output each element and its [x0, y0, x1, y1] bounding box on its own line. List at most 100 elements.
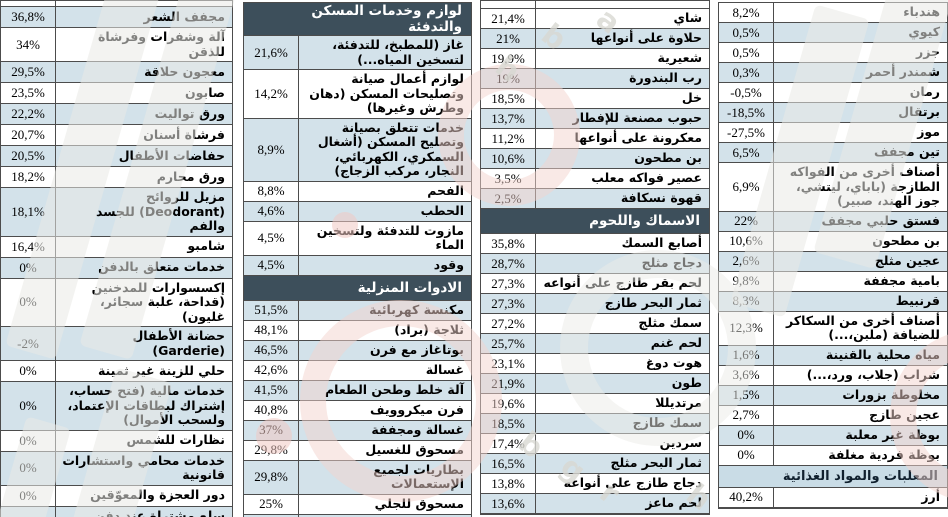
pct-cell: -0,5% — [719, 83, 774, 102]
table-row: 0% خدمات محامي واستشارات قانونية — [1, 451, 232, 486]
label-cell: حفاضات الأطفال — [118, 147, 225, 163]
label-cell: خل — [681, 90, 702, 106]
label-cell: حلي للزينة غير ثمينة — [97, 362, 225, 378]
label-cell: لحم غنم — [650, 335, 702, 351]
table-row: 20,7% فرشاة أسنان — [1, 125, 232, 146]
label-cell: بوظة غير معلبة — [845, 426, 940, 442]
table-row: 0% بوظة فردية مغلفة — [719, 445, 947, 466]
pct-cell: 6,5% — [719, 143, 774, 162]
pct-cell: 0% — [1, 430, 56, 451]
pct-cell: 18,5% — [481, 89, 536, 108]
table-row: 1,6% مياه محلية بالقنينة — [719, 345, 947, 366]
pct-cell: 13,8% — [481, 474, 536, 493]
label-cell: دجاج مثلج — [641, 255, 702, 271]
table-row: 8,3% قرنبيط — [719, 291, 947, 312]
label-cell: ثلاجة (براد) — [394, 321, 464, 337]
table-row: 0% خدمات متعلق بالدفن — [1, 257, 232, 279]
pct-cell: 42,6% — [244, 360, 299, 380]
table-row: 21,6% غاز (للمطبخ، للتدفئة، لتسخين المياه… — [244, 36, 471, 70]
label-cell: فرن ميكروويف — [370, 401, 464, 417]
table-row: 22% فستق حلبي مجفف — [719, 211, 947, 232]
label-cell: شاي — [673, 10, 702, 26]
pct-cell — [1, 1, 56, 6]
label-cell: قهوة نسكافة — [620, 190, 702, 206]
pct-cell: 41,5% — [244, 380, 299, 400]
table-row: 46,5% بوتاغاز مع فرن — [244, 340, 471, 361]
pct-cell: 0% — [1, 257, 56, 278]
table-row: 12,3% أصناف أخرى من السكاكر للضيافة (ملبن… — [719, 311, 947, 346]
table-row: 18,2% ورق محارم — [1, 167, 232, 188]
table-row: -27,5% موز — [719, 123, 947, 143]
table-row: 0% سلع مشتراة عند دفن الموتى — [1, 506, 232, 517]
label-cell: أصناف أخرى من الفواكه الطازجة (باباي، لي… — [789, 164, 940, 208]
table-row: 37% غسالة ومجففة — [244, 420, 471, 441]
pct-cell: 20,5% — [1, 146, 56, 166]
table-row: 10,6% بن مطحون — [481, 149, 709, 169]
table-row: -18,5% برتقال — [719, 103, 947, 123]
label-cell: غاز (للمطبخ، للتدفئة، لتسخين المياه...) — [332, 37, 464, 67]
table-row: 40,8% فرن ميكروويف — [244, 400, 471, 421]
pct-cell: 29,8% — [244, 440, 299, 460]
pct-cell: -2% — [1, 327, 56, 360]
pct-cell: 0% — [1, 382, 56, 430]
table-row: 0% إكسسوارات للمدخنين (قداحة، علبة سجائر،… — [1, 278, 232, 327]
table-row: 8,2% هندباء — [719, 3, 947, 23]
table-row: 0,5% جزر — [719, 43, 947, 63]
label-cell: هوت دوغ — [645, 355, 702, 371]
pct-cell: 2,5% — [481, 189, 536, 208]
label-cell: نظارات للشمس — [126, 432, 225, 448]
label-cell: وقود — [433, 256, 464, 272]
label-cell: جزر — [916, 44, 940, 60]
pct-cell: 13,6% — [481, 494, 536, 513]
label-cell: مزيل للروائح (Deodorant) للجسد والفم — [96, 189, 225, 233]
category-column-personal-care: 36,8% مجفف الشعر 34% آلة وشفرات وفرشاة للذق… — [0, 0, 233, 517]
label-cell: صابون — [185, 84, 225, 100]
table-row: 1,5% مخلوطة بزورات — [719, 385, 947, 406]
label-cell: شامبو — [187, 238, 225, 254]
table-row-clipped — [481, 1, 709, 9]
pct-cell: 22% — [719, 211, 774, 231]
label-cell: لحم ماعز — [645, 495, 702, 511]
category-column-fruits-food-items: 8,2% هندباء 0,5% كيوي 0,5% جزر 0,3% شمندر أحمر -… — [718, 2, 948, 509]
label-cell: تين مجفف — [873, 144, 940, 160]
pct-cell: 51,5% — [244, 300, 299, 320]
label-cell: معكرونة على أنواعها — [574, 130, 702, 146]
pct-cell: 16,4% — [1, 236, 56, 257]
table-row: 2,5% قهوة نسكافة — [481, 189, 709, 209]
pct-cell: 0% — [719, 425, 774, 445]
pct-cell: 10,6% — [481, 149, 536, 168]
table-row: 13,6% لحم ماعز — [481, 494, 709, 514]
table-row: 41,5% آلة خلط وطحن الطعام — [244, 380, 471, 401]
label-cell: مسحوق للجلي — [374, 495, 464, 511]
label-cell: حضانة الأطفال (Garderie) — [132, 328, 225, 358]
pct-cell: 48,1% — [244, 320, 299, 340]
table-row: 18,5% سمك طازج — [481, 414, 709, 434]
label-cell: مكنسة كهربائية — [369, 301, 464, 317]
label-cell: مازوت للتدفئة ولتسخين الماء — [316, 222, 464, 252]
table-row: 22,2% ورق تواليت — [1, 104, 232, 125]
pct-cell: 21% — [481, 29, 536, 48]
label-cell: برتقال — [898, 104, 940, 120]
pct-cell: 0% — [1, 361, 56, 381]
label-cell: عجين مثلج — [874, 252, 940, 268]
label-cell: أصناف أخرى من السكاكر للضيافة (ملبن،...) — [786, 312, 940, 342]
table-row: 6,9% أصناف أخرى من الفواكه الطازجة (باباي… — [719, 163, 947, 212]
table-row: 3,5% عصير فواكه معلب — [481, 169, 709, 189]
pct-cell: 2,7% — [719, 405, 774, 425]
label-cell: عصير فواكه معلب — [591, 170, 702, 186]
pct-cell: 22,2% — [1, 104, 56, 124]
section-header: لوازم وخدمات المسكن والتدفئة — [244, 3, 471, 36]
pct-cell: 1,5% — [719, 385, 774, 405]
label-cell: الحطب — [420, 202, 464, 218]
table-row: 19,9% شعيرية — [481, 49, 709, 69]
pct-cell: 29,5% — [1, 62, 56, 82]
pct-cell: 0% — [1, 485, 56, 506]
table-row: 51,5% مكنسة كهربائية — [244, 300, 471, 321]
table-row: 4,5% مازوت للتدفئة ولتسخين الماء — [244, 221, 471, 256]
table-row: 9,8% بامية مجففة — [719, 271, 947, 292]
label-cell: لوازم أعمال صيانة وتصليحات المسكن (دهان … — [309, 71, 464, 115]
table-row: 0,5% كيوي — [719, 23, 947, 43]
label-cell: خدمات محامي واستشارات قانونية — [62, 452, 225, 482]
pct-cell: -27,5% — [719, 123, 774, 142]
pct-cell: 29,8% — [244, 460, 299, 494]
